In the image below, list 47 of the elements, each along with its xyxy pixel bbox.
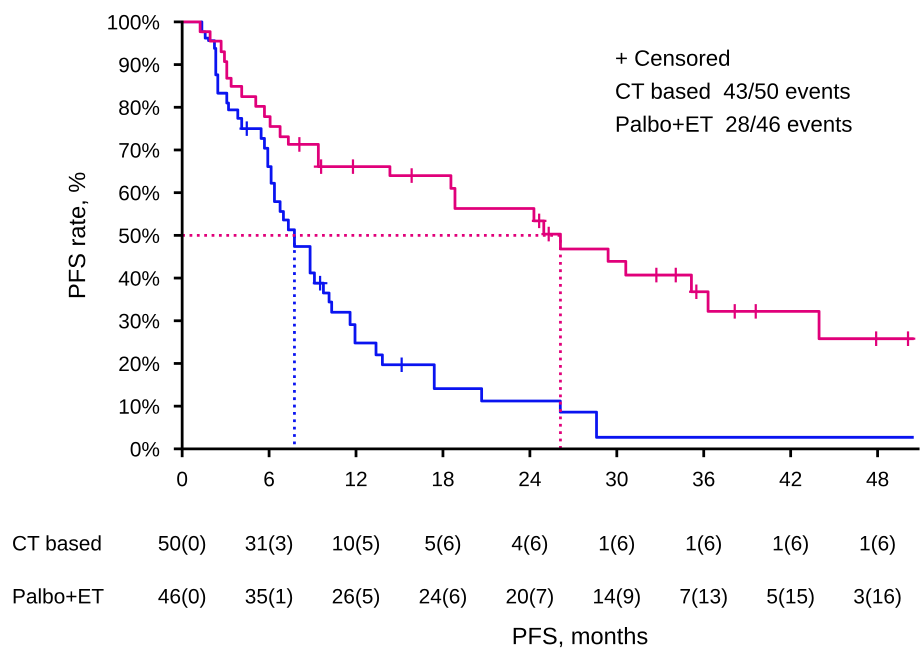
- y-tick-label: 30%: [119, 314, 160, 329]
- text: 5(15): [767, 588, 814, 608]
- text: Palbo+ET: [14, 588, 104, 604]
- x-tick-label: 0: [177, 472, 188, 486]
- text: 50(0): [158, 535, 206, 555]
- text: CT based: [13, 535, 101, 551]
- text: 3(16): [854, 588, 901, 608]
- text: 14(9): [594, 588, 640, 608]
- x-tick-label: 6: [264, 472, 274, 486]
- text: PFS, months: [514, 626, 648, 648]
- text: 1(6): [686, 535, 721, 555]
- x-tick-label: 18: [432, 472, 454, 486]
- text: 46(0): [158, 588, 206, 608]
- text: 10(5): [333, 535, 380, 555]
- annotation: + Censored: [616, 50, 730, 66]
- y-tick-label: 40%: [118, 271, 160, 286]
- x-tick-label: 24: [519, 472, 541, 486]
- x-tick-label: 12: [346, 472, 367, 486]
- annotation: Palbo+ET 28/46 events: [616, 116, 852, 132]
- point: [312, 274, 328, 292]
- y-tick-label: 100%: [108, 14, 160, 30]
- text: 26(5): [332, 588, 380, 608]
- text: 35(1): [246, 588, 292, 608]
- text: 4(6): [512, 535, 548, 555]
- annotation: CT based 43/50 events: [616, 82, 850, 99]
- text: 1(6): [860, 535, 895, 555]
- y-tick-label: 70%: [119, 142, 160, 158]
- text: 20(7): [506, 588, 553, 608]
- text: 31(3): [246, 535, 292, 555]
- point: [530, 212, 548, 230]
- y-tick-label: 80%: [119, 100, 160, 116]
- text: 1(6): [774, 535, 808, 555]
- x-tick-label: 30: [606, 472, 628, 486]
- x-tick-label: 42: [780, 472, 802, 486]
- text: 1(6): [600, 535, 634, 555]
- text: 5(6): [425, 535, 460, 555]
- y-axis-title: PFS rate, %: [68, 172, 88, 298]
- y-tick-label: 50%: [119, 228, 160, 244]
- text: 24(6): [420, 588, 466, 608]
- x-tick-label: 48: [866, 472, 888, 486]
- y-tick-label: 90%: [119, 58, 160, 72]
- y-tick-label: 0%: [130, 442, 160, 457]
- y-tick-label: 60%: [119, 186, 160, 200]
- y-tick-label: 20%: [119, 356, 160, 372]
- text: 7(13): [680, 588, 727, 608]
- x-tick-label: 36: [692, 472, 714, 486]
- y-tick-label: 10%: [120, 399, 160, 414]
